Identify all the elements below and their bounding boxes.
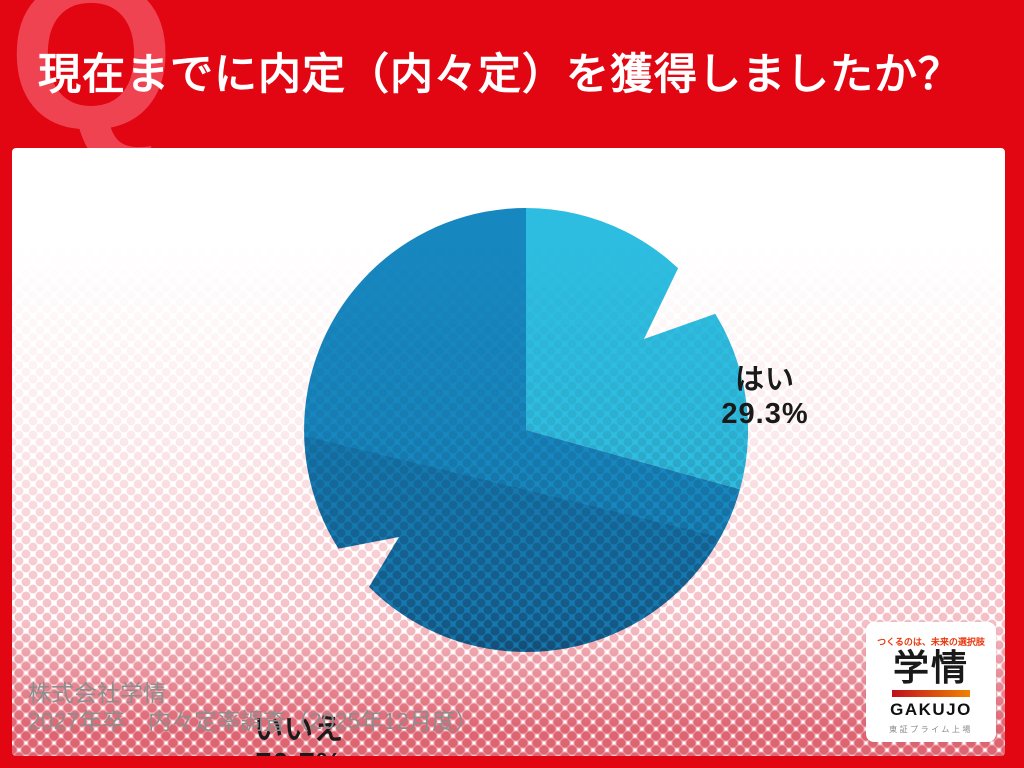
q-watermark: Q — [8, 0, 175, 174]
logo-gradient-bar — [892, 689, 970, 697]
callout-no-value: 70.7% — [219, 747, 379, 756]
gakujo-logo: つくるのは、未来の選択肢 学情 GAKUJO 東証プライム上場 — [866, 622, 996, 742]
callout-yes-value: 29.3% — [721, 398, 809, 431]
callout-yes: はい 29.3% — [685, 363, 845, 431]
page-title: 現在までに内定（内々定）を獲得しましたか？ — [38, 51, 962, 99]
chart-panel: はい 29.3% いいえ 70.7% 株式会社学情 2027年卒 内々定率調査（… — [12, 148, 1005, 756]
pie-chart — [280, 207, 749, 652]
logo-name-jp: 学情 — [892, 647, 969, 688]
callout-yes-label: はい — [734, 364, 795, 396]
source-credit: 株式会社学情 2027年卒 内々定率調査（2025年12月度） — [28, 679, 478, 735]
logo-listing-label: 東証プライム上場 — [889, 724, 973, 734]
logo-name-en: GAKUJO — [890, 699, 972, 719]
company-name: 株式会社学情 — [28, 680, 166, 706]
survey-name: 2027年卒 内々定率調査（2025年12月度） — [28, 708, 478, 735]
